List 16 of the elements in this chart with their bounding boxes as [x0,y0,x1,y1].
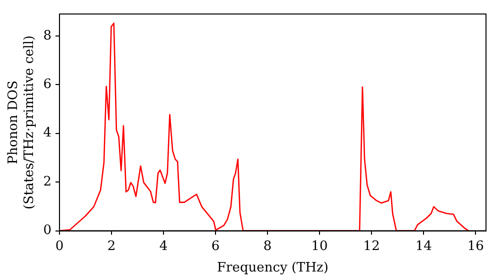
y-tick-label: 6 [43,77,52,92]
y-tick-label: 2 [43,174,52,190]
x-axis-title: Frequency (THz) [217,260,328,276]
y-axis-title: Phonon DOS (States/THz·primitive cell) [6,35,37,210]
x-tick-label: 16 [467,238,484,254]
x-tick-label: 8 [263,238,272,254]
x-tick-label: 12 [363,238,380,254]
x-tick-label: 14 [415,238,432,254]
x-tick-label: 10 [311,238,328,254]
y-tick-label: 0 [43,223,52,238]
x-tick-label: 6 [211,238,220,254]
y-tick-label: 4 [43,126,52,141]
x-tick-label: 2 [107,238,116,254]
x-tick-label: 4 [159,238,168,254]
y-tick-label: 8 [43,28,52,44]
x-tick-label: 0 [55,238,64,254]
